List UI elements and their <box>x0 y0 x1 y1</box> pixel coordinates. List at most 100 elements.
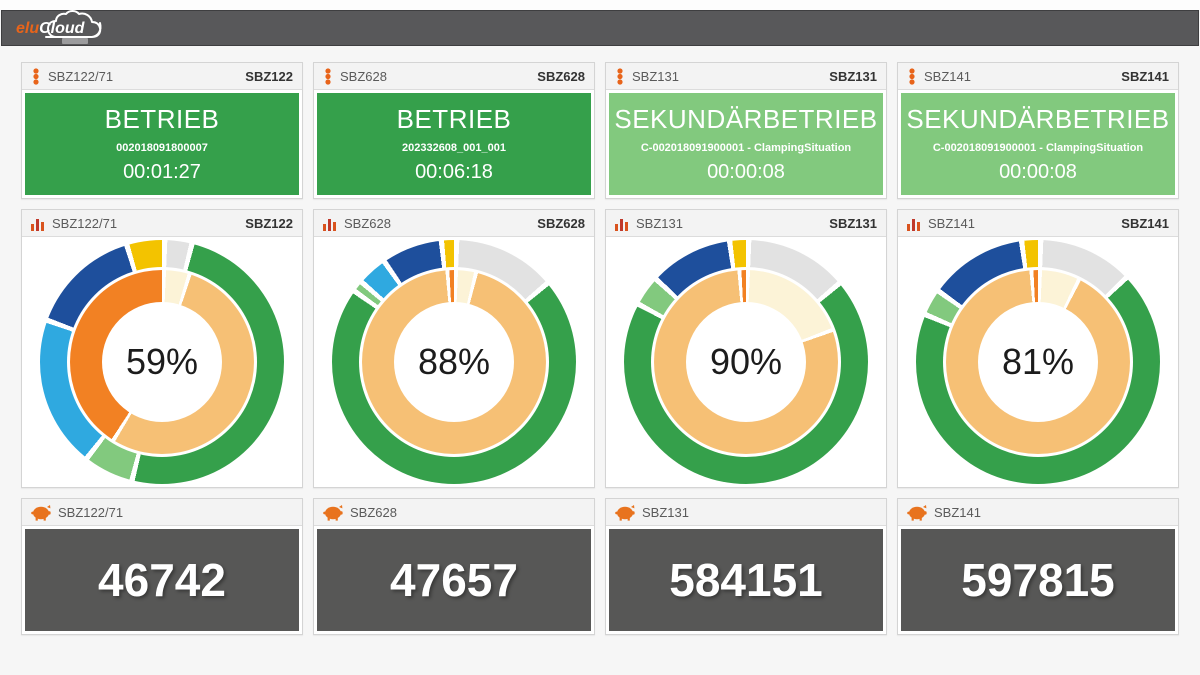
tile-header: SBZ628 SBZ628 <box>314 210 594 237</box>
piece-counter-value: 47657 <box>390 554 518 606</box>
machine-id: SBZ141 <box>1121 68 1169 84</box>
state-timer: 00:00:08 <box>999 161 1077 183</box>
machine-name: SBZ141 <box>924 68 971 84</box>
counter-tile-sbz122[interactable]: SBZ122/71 46742 <box>21 498 303 635</box>
logo-badge <box>62 38 88 44</box>
piece-counter-value: 597815 <box>961 554 1115 606</box>
machine-name: SBZ131 <box>632 68 679 84</box>
machine-id: SBZ131 <box>829 215 877 231</box>
tile-header: SBZ628 <box>314 499 594 526</box>
oee-percent: 81% <box>1001 341 1075 382</box>
counter-tile-sbz628[interactable]: SBZ628 47657 <box>313 498 595 635</box>
status-tile-sbz141[interactable]: SBZ141 SBZ141 SEKUNDÄRBETRIEB C-00201809… <box>897 62 1179 199</box>
status-body: SEKUNDÄRBETRIEB C-002018091900001 - Clam… <box>609 93 883 195</box>
machine-name: SBZ122/71 <box>58 504 124 520</box>
app-header-bar: eluCloud <box>1 10 1199 46</box>
machine-name: SBZ628 <box>344 215 391 231</box>
oee-percent: 88% <box>417 341 491 382</box>
donut-chart: 90% <box>624 240 868 484</box>
state-timer: 00:06:18 <box>415 161 493 183</box>
state-timer: 00:01:27 <box>123 161 201 183</box>
counter-body: 584151 <box>609 529 883 631</box>
piggy-bank-icon <box>323 504 343 521</box>
chart-body: 88% <box>314 237 594 487</box>
donut-chart: 88% <box>332 240 576 484</box>
bar-chart-icon <box>615 216 629 231</box>
machine-id: SBZ628 <box>537 68 585 84</box>
job-id: 002018091800007 <box>116 142 208 154</box>
donut-chart: 81% <box>916 240 1160 484</box>
machine-state: SEKUNDÄRBETRIEB <box>614 104 878 134</box>
tile-header: SBZ122/71 SBZ122 <box>22 63 302 90</box>
job-id: C-002018091900001 - ClampingSituation <box>640 142 852 154</box>
machine-state: BETRIEB <box>396 104 512 134</box>
status-tile-sbz122[interactable]: SBZ122/71 SBZ122 BETRIEB 002018091800007… <box>21 62 303 199</box>
tile-header: SBZ131 SBZ131 <box>606 63 886 90</box>
dashboard-grid: SBZ122/71 SBZ122 BETRIEB 002018091800007… <box>21 62 1179 635</box>
oee-percent: 59% <box>125 341 199 382</box>
status-body: BETRIEB 002018091800007 00:01:27 <box>25 93 299 195</box>
logo-text: eluCloud <box>16 20 84 38</box>
machine-name: SBZ131 <box>642 504 689 520</box>
chart-body: 59% <box>22 237 302 487</box>
machine-id: SBZ122 <box>245 68 293 84</box>
tile-header: SBZ141 <box>898 499 1178 526</box>
machine-name: SBZ628 <box>340 68 387 84</box>
donut-chart: 59% <box>40 240 284 484</box>
bar-chart-icon <box>323 216 337 231</box>
piggy-bank-icon <box>907 504 927 521</box>
piggy-bank-icon <box>31 504 51 521</box>
tile-header: SBZ122/71 <box>22 499 302 526</box>
machine-id: SBZ141 <box>1121 215 1169 231</box>
logo-cloud: Cloud <box>39 20 85 37</box>
chart-tile-sbz131[interactable]: SBZ131 SBZ131 90% <box>605 209 887 488</box>
status-body: SEKUNDÄRBETRIEB C-002018091900001 - Clam… <box>901 93 1175 195</box>
traffic-light-icon <box>907 67 917 85</box>
chart-body: 90% <box>606 237 886 487</box>
elucloud-logo[interactable]: eluCloud <box>14 7 106 51</box>
machine-name: SBZ628 <box>350 504 397 520</box>
machine-id: SBZ131 <box>829 68 877 84</box>
piggy-bank-icon <box>615 504 635 521</box>
oee-percent: 90% <box>709 341 783 382</box>
counter-tile-sbz131[interactable]: SBZ131 584151 <box>605 498 887 635</box>
machine-state: BETRIEB <box>104 104 220 134</box>
tile-header: SBZ141 SBZ141 <box>898 63 1178 90</box>
machine-state: SEKUNDÄRBETRIEB <box>906 104 1170 134</box>
bar-chart-icon <box>31 216 45 231</box>
counter-body: 597815 <box>901 529 1175 631</box>
job-id: C-002018091900001 - ClampingSituation <box>932 142 1144 154</box>
machine-id: SBZ122 <box>245 215 293 231</box>
machine-name: SBZ141 <box>928 215 975 231</box>
cloud-outline-icon <box>45 10 102 38</box>
tile-header: SBZ122/71 SBZ122 <box>22 210 302 237</box>
counter-body: 46742 <box>25 529 299 631</box>
machine-name: SBZ131 <box>636 215 683 231</box>
machine-id: SBZ628 <box>537 215 585 231</box>
job-id: 202332608_001_001 <box>401 142 506 154</box>
chart-tile-sbz628[interactable]: SBZ628 SBZ628 88% <box>313 209 595 488</box>
counter-body: 47657 <box>317 529 591 631</box>
counter-tile-sbz141[interactable]: SBZ141 597815 <box>897 498 1179 635</box>
chart-tile-sbz141[interactable]: SBZ141 SBZ141 81% <box>897 209 1179 488</box>
chart-tile-sbz122[interactable]: SBZ122/71 SBZ122 59% <box>21 209 303 488</box>
traffic-light-icon <box>31 67 41 85</box>
top-strip <box>0 0 1200 10</box>
tile-header: SBZ131 SBZ131 <box>606 210 886 237</box>
traffic-light-icon <box>615 67 625 85</box>
tile-header: SBZ141 SBZ141 <box>898 210 1178 237</box>
machine-name: SBZ122/71 <box>52 215 118 231</box>
traffic-light-icon <box>323 67 333 85</box>
machine-name: SBZ122/71 <box>48 68 114 84</box>
bar-chart-icon <box>907 216 921 231</box>
piece-counter-value: 46742 <box>98 554 226 606</box>
status-body: BETRIEB 202332608_001_001 00:06:18 <box>317 93 591 195</box>
piece-counter-value: 584151 <box>669 554 823 606</box>
status-tile-sbz628[interactable]: SBZ628 SBZ628 BETRIEB 202332608_001_001 … <box>313 62 595 199</box>
status-tile-sbz131[interactable]: SBZ131 SBZ131 SEKUNDÄRBETRIEB C-00201809… <box>605 62 887 199</box>
state-timer: 00:00:08 <box>707 161 785 183</box>
tile-header: SBZ628 SBZ628 <box>314 63 594 90</box>
machine-name: SBZ141 <box>934 504 981 520</box>
chart-body: 81% <box>898 237 1178 487</box>
